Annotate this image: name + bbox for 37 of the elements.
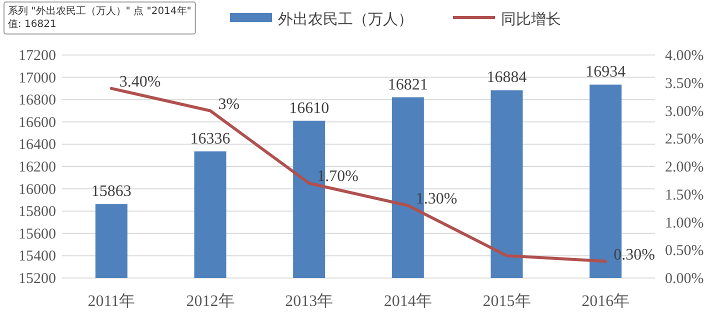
y2-tick-label: 0.50% bbox=[665, 243, 704, 260]
data-label: 16336 bbox=[190, 130, 230, 148]
y2-tick-label: 4.00% bbox=[665, 48, 704, 64]
data-label: 16610 bbox=[289, 100, 330, 117]
y-tick-label: 15200 bbox=[18, 271, 56, 287]
y-tick-label: 16800 bbox=[18, 92, 56, 109]
x-tick-label: 2013年 bbox=[285, 293, 334, 310]
data-label: 3.40% bbox=[119, 73, 161, 90]
y-tick-label: 15800 bbox=[18, 204, 56, 220]
y2-tick-label: 1.00% bbox=[665, 215, 704, 232]
y-tick-label: 15400 bbox=[18, 248, 56, 265]
legend-label: 同比增长 bbox=[501, 10, 561, 28]
data-label: 16934 bbox=[586, 64, 626, 81]
x-tick-label: 2012年 bbox=[186, 293, 234, 310]
y-tick-label: 15600 bbox=[18, 226, 56, 242]
x-tick-label: 2015年 bbox=[482, 293, 531, 310]
y-tick-label: 16000 bbox=[18, 182, 56, 198]
y-tick-label: 17000 bbox=[18, 70, 56, 86]
y2-tick-label: 2.00% bbox=[665, 160, 704, 176]
y2-tick-label: 2.50% bbox=[665, 132, 704, 148]
data-label: 3% bbox=[218, 96, 240, 113]
x-tick-label: 2011年 bbox=[88, 293, 136, 310]
data-label: 15863 bbox=[91, 183, 132, 200]
annotation-box: 系列 "外出农民工（万人）" 点 "2014年" 值: 16821 bbox=[4, 2, 196, 34]
y-tick-label: 17200 bbox=[18, 48, 56, 64]
data-label: 16884 bbox=[486, 69, 527, 86]
y-tick-label: 16600 bbox=[18, 114, 56, 131]
x-tick-label: 2016年 bbox=[582, 293, 630, 310]
y2-tick-label: 0.00% bbox=[665, 271, 704, 287]
y2-tick-label: 3.00% bbox=[665, 104, 704, 120]
x-tick-label: 2014年 bbox=[384, 293, 432, 310]
legend-label: 外出农民工（万人） bbox=[278, 10, 413, 28]
y-tick-label: 16200 bbox=[18, 160, 56, 176]
data-label: 16821 bbox=[388, 76, 428, 94]
y2-tick-label: 1.50% bbox=[665, 187, 704, 204]
y2-tick-label: 3.50% bbox=[665, 76, 704, 92]
y-tick-label: 16400 bbox=[18, 137, 56, 154]
